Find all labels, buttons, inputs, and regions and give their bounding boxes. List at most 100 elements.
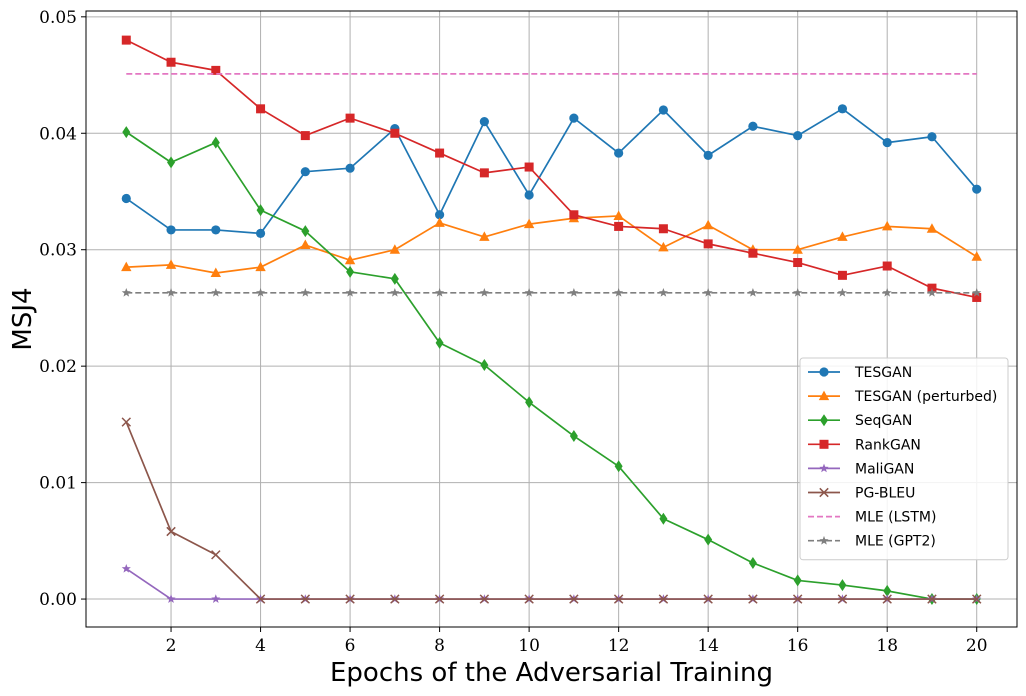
data-point-maligan bbox=[211, 594, 221, 603]
data-point-tesgan-perturbed bbox=[165, 259, 177, 269]
data-point-rankgan bbox=[614, 221, 624, 231]
legend-label-tesgan-perturbed: TESGAN (perturbed) bbox=[854, 389, 997, 405]
data-point-mle-gpt2 bbox=[658, 288, 668, 297]
data-point-pg-bleu bbox=[748, 594, 758, 604]
data-point-seqgan bbox=[659, 512, 668, 525]
data-point-tesgan-perturbed bbox=[658, 241, 669, 252]
data-point-tesgan bbox=[166, 225, 176, 235]
series-tesgan-perturbed bbox=[121, 210, 982, 278]
legend-marker-rankgan bbox=[819, 439, 829, 449]
series-line-seqgan bbox=[125, 131, 977, 600]
legend-entry-pg-bleu: PG-BLEU bbox=[808, 486, 915, 502]
data-point-rankgan bbox=[972, 292, 982, 302]
legend: TESGAN TESGAN (perturbed) SeqGAN RankGAN Mal… bbox=[799, 357, 1009, 561]
data-point-tesgan bbox=[435, 210, 445, 220]
data-point-seqgan bbox=[614, 460, 623, 473]
data-point-seqgan bbox=[704, 533, 713, 546]
data-point-seqgan bbox=[838, 579, 847, 592]
legend-entry-seqgan: SeqGAN bbox=[808, 413, 912, 429]
data-point-tesgan-perturbed bbox=[389, 244, 401, 254]
data-point-rankgan bbox=[524, 162, 534, 172]
data-point-seqgan bbox=[211, 136, 220, 149]
data-point-tesgan bbox=[211, 225, 221, 235]
data-point-seqgan bbox=[301, 225, 310, 238]
data-point-pg-bleu bbox=[524, 594, 534, 604]
x-tick-label: 16 bbox=[787, 636, 809, 656]
data-point-pg-bleu bbox=[837, 594, 848, 604]
legend-label-mle-gpt2: MLE (GPT2) bbox=[855, 534, 936, 550]
legend-marker-mle-gpt2 bbox=[819, 535, 829, 545]
data-point-pg-bleu bbox=[166, 526, 176, 537]
data-point-tesgan bbox=[658, 105, 668, 115]
series-line-tesgan-perturbed bbox=[126, 215, 978, 274]
data-point-seqgan bbox=[122, 126, 131, 139]
legend-entry-mle-gpt2: MLE (GPT2) bbox=[808, 534, 936, 550]
legend-marker-seqgan bbox=[820, 414, 828, 427]
legend-marker-maligan bbox=[819, 463, 829, 473]
legend-box bbox=[799, 357, 1009, 561]
data-point-tesgan-perturbed bbox=[523, 218, 535, 229]
data-point-rankgan bbox=[479, 168, 489, 178]
legend-marker-pg-bleu bbox=[819, 487, 829, 498]
data-point-pg-bleu bbox=[703, 594, 713, 604]
x-tick-label: 8 bbox=[434, 636, 445, 656]
data-point-mle-gpt2 bbox=[524, 288, 534, 297]
y-tick-label: 0.02 bbox=[39, 357, 77, 377]
data-point-pg-bleu bbox=[658, 594, 669, 604]
data-point-pg-bleu bbox=[971, 594, 982, 604]
data-point-mle-gpt2 bbox=[748, 288, 758, 297]
data-point-rankgan bbox=[256, 104, 266, 114]
data-point-seqgan bbox=[480, 358, 489, 371]
data-point-mle-gpt2 bbox=[211, 288, 221, 297]
data-point-rankgan bbox=[121, 35, 131, 45]
data-point-rankgan bbox=[166, 57, 176, 67]
data-point-seqgan bbox=[525, 396, 534, 409]
x-tick-label: 20 bbox=[966, 636, 988, 656]
data-point-pg-bleu bbox=[345, 594, 355, 604]
data-point-tesgan-perturbed bbox=[837, 231, 848, 241]
axis-ticks: 2 4 6 8 10 12 14 16 18 20 0.00 0.01 0.02 0.03 0.04 0.05 bbox=[39, 8, 987, 656]
x-axis-title: Epochs of the Adversarial Training bbox=[330, 658, 773, 688]
data-point-tesgan-perturbed bbox=[881, 220, 893, 231]
legend-entry-rankgan: RankGAN bbox=[808, 437, 921, 453]
data-point-tesgan-perturbed bbox=[792, 244, 803, 254]
data-point-maligan bbox=[166, 594, 176, 603]
y-axis-title: MSJ4 bbox=[8, 287, 38, 350]
data-point-mle-gpt2 bbox=[837, 288, 847, 297]
data-point-seqgan bbox=[256, 204, 265, 217]
series-tesgan bbox=[121, 104, 982, 239]
series-mle-gpt2 bbox=[121, 288, 982, 297]
legend-label-pg-bleu: PG-BLEU bbox=[855, 486, 915, 502]
data-point-tesgan-perturbed bbox=[344, 254, 356, 265]
legend-label-seqgan: SeqGAN bbox=[855, 413, 912, 429]
x-tick-label: 10 bbox=[518, 636, 540, 656]
data-point-mle-gpt2 bbox=[882, 288, 892, 297]
legend-entry-tesgan: TESGAN bbox=[808, 365, 912, 381]
x-tick-label: 12 bbox=[608, 636, 630, 656]
data-point-tesgan-perturbed bbox=[121, 261, 132, 272]
data-point-rankgan bbox=[748, 248, 758, 258]
data-point-rankgan bbox=[435, 148, 445, 158]
legend-label-tesgan: TESGAN bbox=[854, 365, 912, 381]
data-point-tesgan-perturbed bbox=[255, 261, 266, 272]
legend-label-mle-lstm: MLE (LSTM) bbox=[855, 510, 936, 526]
series-group bbox=[121, 35, 982, 606]
data-point-pg-bleu bbox=[390, 594, 400, 604]
data-point-rankgan bbox=[882, 261, 892, 271]
data-point-pg-bleu bbox=[434, 594, 445, 604]
data-point-mle-gpt2 bbox=[479, 288, 489, 297]
plot-frame bbox=[85, 10, 1018, 628]
data-point-tesgan bbox=[569, 113, 579, 123]
legend-label-maligan: MaliGAN bbox=[855, 461, 914, 477]
data-point-tesgan-perturbed bbox=[971, 251, 982, 261]
data-point-pg-bleu bbox=[479, 594, 490, 604]
data-point-seqgan bbox=[569, 430, 578, 443]
data-point-tesgan bbox=[345, 163, 355, 173]
data-point-tesgan bbox=[524, 190, 534, 200]
data-point-mle-gpt2 bbox=[972, 288, 982, 297]
data-point-tesgan-perturbed bbox=[300, 239, 311, 250]
data-point-pg-bleu bbox=[882, 594, 892, 604]
data-point-pg-bleu bbox=[121, 417, 132, 427]
legend-label-rankgan: RankGAN bbox=[855, 437, 921, 453]
